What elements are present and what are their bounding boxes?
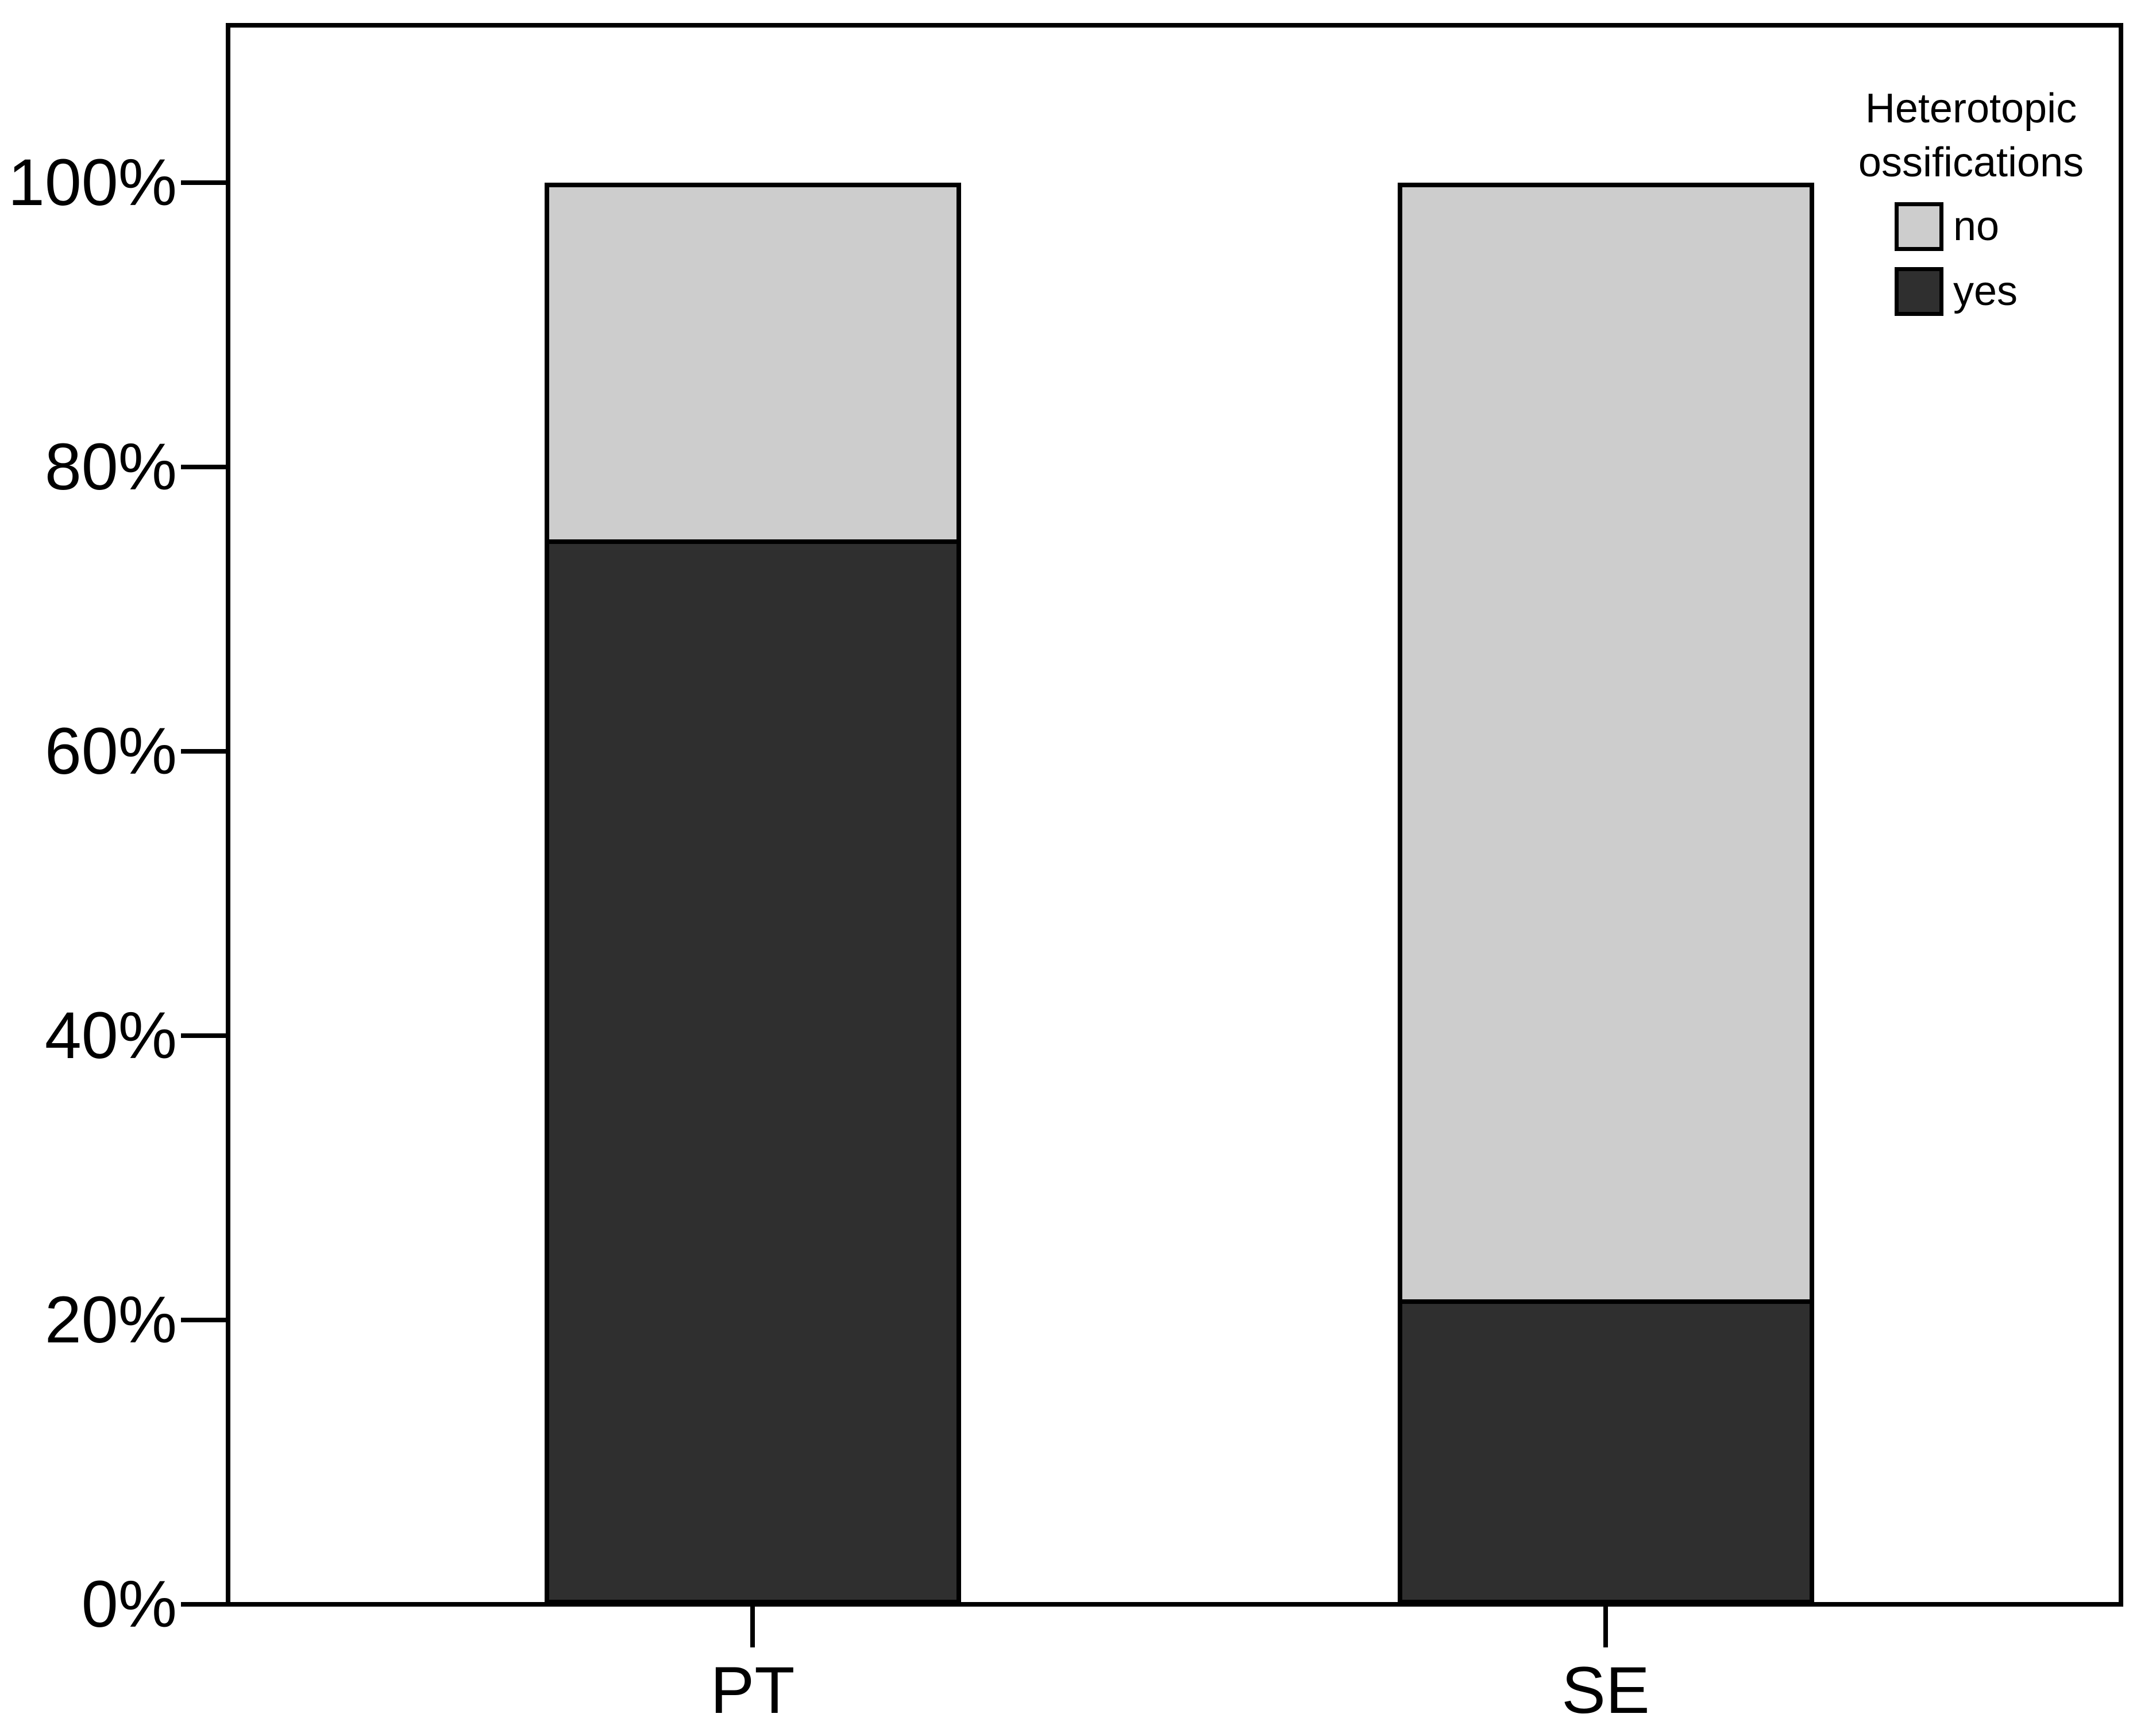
legend-item-yes: yes [1895, 267, 2097, 316]
plot-area [226, 23, 2123, 1607]
y-axis-tick [181, 1033, 226, 1038]
x-axis-category-label: PT [710, 1654, 795, 1727]
bar-segment-pt-yes [549, 543, 956, 1600]
x-axis-tick [1603, 1607, 1608, 1647]
y-axis-tick [181, 1602, 226, 1607]
y-axis-tick-label: 0% [81, 1568, 177, 1641]
legend-label-no: no [1953, 203, 2000, 249]
y-axis-tick-label: 40% [44, 999, 177, 1072]
bar-segment-se-yes [1402, 1304, 1810, 1600]
y-axis-tick-label: 60% [44, 715, 177, 788]
legend: Heterotopic ossifications no yes [1845, 82, 2097, 332]
y-axis-tick-label: 80% [44, 430, 177, 504]
bar-pt [544, 183, 961, 1604]
legend-label-yes: yes [1953, 268, 2018, 314]
x-axis-tick [750, 1607, 755, 1647]
y-axis-tick [181, 465, 226, 469]
bar-se [1397, 183, 1814, 1604]
legend-swatch-yes [1895, 267, 1943, 316]
y-axis-tick [181, 749, 226, 754]
y-axis-tick-label: 20% [44, 1283, 177, 1357]
bar-segment-se-no [1402, 187, 1810, 1304]
y-axis-tick [181, 1318, 226, 1322]
legend-items: no yes [1895, 202, 2097, 316]
x-axis-category-label: SE [1561, 1654, 1650, 1727]
y-axis-tick [181, 180, 226, 185]
y-axis-tick-label: 100% [7, 146, 177, 219]
legend-title: Heterotopic ossifications [1858, 86, 2084, 186]
bar-segment-pt-no [549, 187, 956, 544]
legend-swatch-no [1895, 202, 1943, 251]
legend-item-no: no [1895, 202, 2097, 251]
